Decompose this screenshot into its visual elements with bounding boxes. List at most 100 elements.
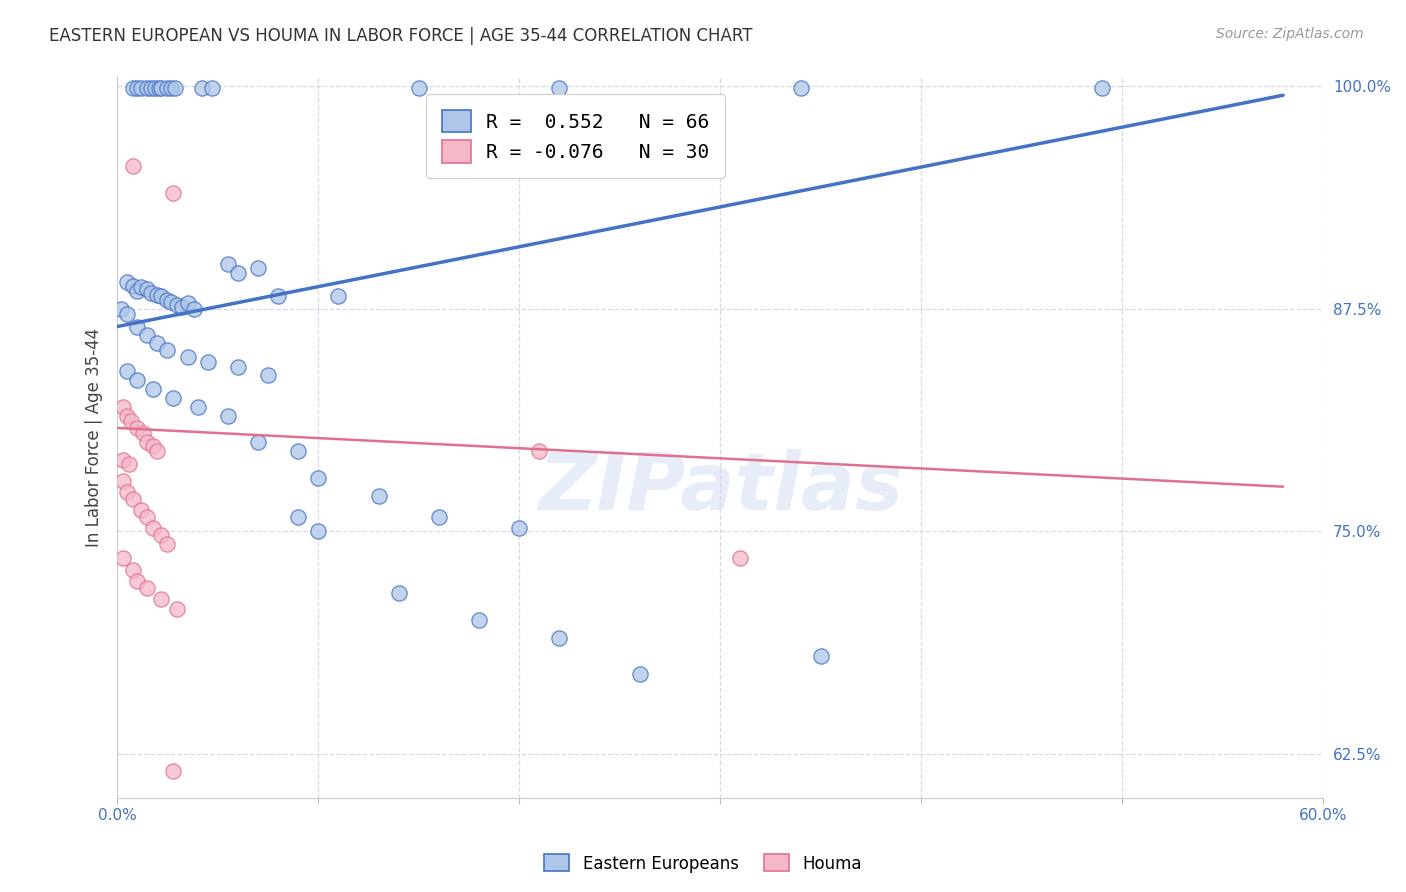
Point — [136, 510, 159, 524]
Point — [408, 81, 430, 95]
Point — [226, 266, 249, 280]
Point — [160, 294, 183, 309]
Point — [529, 444, 551, 458]
Point — [127, 373, 149, 387]
Point — [246, 260, 269, 275]
Point — [127, 319, 149, 334]
Point — [146, 335, 169, 350]
Point — [150, 289, 173, 303]
Point — [150, 81, 173, 95]
Point — [427, 510, 450, 524]
Point — [183, 301, 205, 316]
Point — [112, 453, 135, 467]
Point — [136, 81, 159, 95]
Point — [367, 489, 389, 503]
Point — [122, 278, 145, 293]
Point — [176, 350, 198, 364]
Point — [127, 284, 149, 298]
Point — [201, 81, 224, 95]
Point — [162, 391, 184, 405]
Point — [156, 536, 179, 550]
Point — [115, 485, 138, 500]
Point — [115, 409, 138, 423]
Point — [1091, 81, 1114, 95]
Text: ZIPatlas: ZIPatlas — [537, 450, 903, 527]
Point — [131, 503, 153, 517]
Point — [267, 289, 290, 303]
Point — [115, 364, 138, 378]
Point — [165, 81, 187, 95]
Point — [145, 81, 167, 95]
Point — [789, 81, 811, 95]
Point — [148, 81, 170, 95]
Point — [156, 81, 179, 95]
Text: EASTERN EUROPEAN VS HOUMA IN LABOR FORCE | AGE 35-44 CORRELATION CHART: EASTERN EUROPEAN VS HOUMA IN LABOR FORCE… — [49, 27, 752, 45]
Point — [136, 282, 159, 296]
Point — [136, 581, 159, 595]
Point — [127, 574, 149, 588]
Point — [142, 382, 165, 396]
Point — [257, 368, 280, 382]
Point — [127, 81, 149, 95]
Point — [628, 666, 651, 681]
Point — [122, 81, 145, 95]
Point — [166, 298, 188, 312]
Point — [131, 81, 153, 95]
Point — [217, 409, 239, 423]
Point — [166, 602, 188, 616]
Point — [118, 457, 141, 471]
Point — [150, 527, 173, 541]
Point — [122, 160, 145, 174]
Point — [110, 301, 132, 316]
Point — [120, 414, 142, 428]
Point — [112, 550, 135, 565]
Point — [307, 524, 329, 538]
Point — [162, 764, 184, 779]
Point — [287, 510, 309, 524]
Legend: Eastern Europeans, Houma: Eastern Europeans, Houma — [537, 847, 869, 880]
Point — [141, 81, 163, 95]
Point — [287, 444, 309, 458]
Point — [127, 421, 149, 435]
Point — [141, 285, 163, 300]
Point — [112, 400, 135, 414]
Text: Source: ZipAtlas.com: Source: ZipAtlas.com — [1216, 27, 1364, 41]
Point — [548, 631, 571, 645]
Point — [156, 293, 179, 307]
Point — [548, 81, 571, 95]
Point — [246, 435, 269, 450]
Point — [197, 355, 219, 369]
Point — [328, 289, 350, 303]
Point — [187, 400, 209, 414]
Point — [132, 426, 155, 441]
Point — [156, 343, 179, 357]
Point — [730, 550, 752, 565]
Point — [170, 300, 193, 314]
Point — [468, 613, 491, 627]
Point — [146, 287, 169, 301]
Point — [112, 475, 135, 489]
Point — [160, 81, 183, 95]
Point — [142, 439, 165, 453]
Point — [150, 591, 173, 606]
Legend: R =  0.552   N = 66, R = -0.076   N = 30: R = 0.552 N = 66, R = -0.076 N = 30 — [426, 95, 725, 178]
Point — [217, 257, 239, 271]
Point — [115, 275, 138, 289]
Point — [122, 492, 145, 507]
Point — [508, 520, 530, 534]
Point — [190, 81, 212, 95]
Point — [136, 328, 159, 343]
Point — [226, 360, 249, 375]
Point — [307, 471, 329, 485]
Point — [388, 586, 411, 600]
Point — [176, 296, 198, 310]
Point — [131, 280, 153, 294]
Point — [115, 307, 138, 321]
Point — [136, 435, 159, 450]
Point — [810, 648, 832, 663]
Point — [142, 520, 165, 534]
Y-axis label: In Labor Force | Age 35-44: In Labor Force | Age 35-44 — [86, 328, 103, 548]
Point — [146, 444, 169, 458]
Point — [162, 186, 184, 200]
Point — [122, 563, 145, 577]
